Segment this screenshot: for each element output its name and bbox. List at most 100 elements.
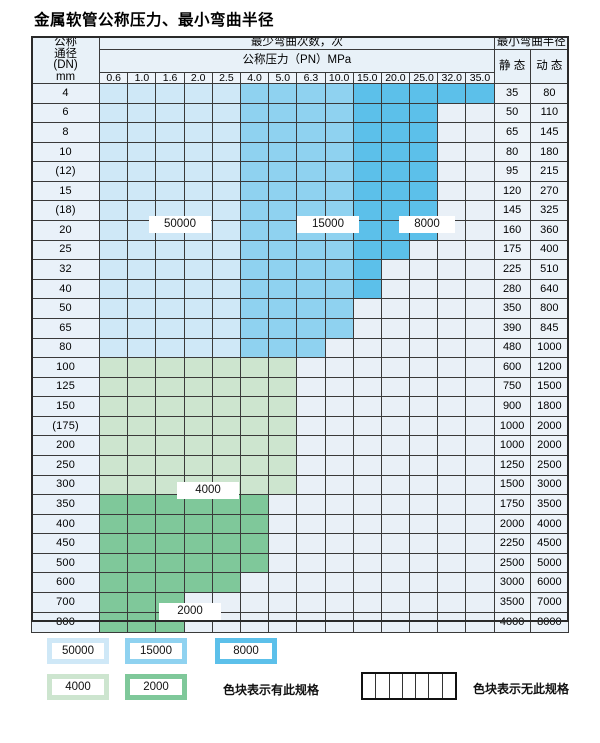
spec-cell-empty bbox=[324, 396, 354, 417]
spec-cell-empty bbox=[324, 454, 354, 476]
spec-cell-filled bbox=[127, 239, 157, 261]
spec-cell-filled bbox=[211, 278, 241, 300]
spec-cell-filled bbox=[155, 572, 185, 594]
table-row: 10 80 180 bbox=[30, 141, 570, 163]
spec-cell-empty bbox=[409, 376, 439, 398]
spec-cell-empty bbox=[324, 415, 354, 437]
radius-dynamic-cell: 1000 bbox=[529, 337, 570, 359]
radius-static-cell: 2500 bbox=[493, 552, 531, 574]
spec-cell-filled bbox=[268, 317, 298, 339]
spec-cell-empty bbox=[296, 415, 326, 437]
pressure-col-header: 15.0 bbox=[352, 71, 382, 84]
dn-label-cell: 50 bbox=[30, 298, 101, 319]
spec-cell-empty bbox=[324, 337, 354, 359]
spec-cell-empty bbox=[409, 396, 439, 417]
spec-cell-empty bbox=[465, 200, 495, 222]
legend-swatch-label: 50000 bbox=[52, 643, 104, 659]
spec-cell-empty bbox=[380, 415, 411, 437]
spec-cell-filled bbox=[127, 102, 157, 124]
spec-cell-filled bbox=[352, 220, 382, 241]
spec-cell-filled bbox=[127, 83, 157, 104]
spec-cell-filled bbox=[211, 83, 241, 104]
spec-cell-empty bbox=[296, 513, 326, 535]
spec-cell-filled bbox=[127, 298, 157, 319]
spec-cell-empty bbox=[268, 592, 298, 613]
radius-dynamic-cell: 4000 bbox=[529, 513, 570, 535]
spec-cell-filled bbox=[268, 357, 298, 378]
table-row: 250 1250 2500 bbox=[30, 454, 570, 476]
spec-cell-filled bbox=[99, 83, 129, 104]
spec-cell-filled bbox=[211, 239, 241, 261]
dn-label-cell: 100 bbox=[30, 357, 101, 378]
radius-dynamic-cell: 1200 bbox=[529, 357, 570, 378]
radius-dynamic-cell: 400 bbox=[529, 239, 570, 261]
spec-table: 公称 通径 (DN) mm 最少弯曲次数，次 最小弯曲半径 公称压力（PN）MP… bbox=[30, 36, 570, 633]
spec-cell-empty bbox=[352, 552, 382, 574]
spec-cell-empty bbox=[380, 337, 411, 359]
spec-cell-filled bbox=[239, 454, 270, 476]
spec-cell-empty bbox=[409, 454, 439, 476]
table-row: 450 2250 4500 bbox=[30, 533, 570, 554]
table-row: 150 900 1800 bbox=[30, 396, 570, 417]
spec-cell-filled bbox=[211, 513, 241, 535]
spec-cell-empty bbox=[465, 102, 495, 124]
radius-static-cell: 160 bbox=[493, 220, 531, 241]
radius-static-cell: 225 bbox=[493, 259, 531, 280]
table-row: 65 390 845 bbox=[30, 317, 570, 339]
spec-cell-filled bbox=[155, 337, 185, 359]
spec-cell-empty bbox=[268, 533, 298, 554]
spec-cell-empty bbox=[296, 376, 326, 398]
spec-cell-empty bbox=[324, 357, 354, 378]
spec-cell-filled bbox=[183, 102, 213, 124]
spec-cell-filled bbox=[99, 474, 129, 496]
spec-cell-filled bbox=[239, 337, 270, 359]
spec-cell-empty bbox=[465, 259, 495, 280]
radius-dynamic-cell: 145 bbox=[529, 122, 570, 143]
radius-dynamic-cell: 1800 bbox=[529, 396, 570, 417]
spec-cell-empty bbox=[465, 533, 495, 554]
table-row: 125 750 1500 bbox=[30, 376, 570, 398]
spec-cell-filled bbox=[409, 83, 439, 104]
radius-static-cell: 390 bbox=[493, 317, 531, 339]
spec-cell-filled bbox=[352, 278, 382, 300]
spec-cell-filled bbox=[352, 259, 382, 280]
legend-swatch-4000: 4000 bbox=[47, 674, 109, 700]
spec-cell-empty bbox=[352, 474, 382, 496]
dn-label-cell: 8 bbox=[30, 122, 101, 143]
table-row: 400 2000 4000 bbox=[30, 513, 570, 535]
spec-cell-empty bbox=[437, 396, 467, 417]
spec-cell-filled bbox=[183, 298, 213, 319]
spec-cell-filled bbox=[296, 141, 326, 163]
spec-cell-filled bbox=[296, 239, 326, 261]
spec-cell-filled bbox=[352, 239, 382, 261]
dn-label-cell: 250 bbox=[30, 454, 101, 476]
spec-cell-filled bbox=[296, 200, 326, 222]
legend-swatch-label: 4000 bbox=[52, 679, 104, 695]
spec-cell-filled bbox=[239, 220, 270, 241]
spec-cell-filled bbox=[380, 161, 411, 182]
spec-cell-empty bbox=[409, 298, 439, 319]
spec-cell-empty bbox=[409, 513, 439, 535]
spec-cell-empty bbox=[380, 474, 411, 496]
table-row: 600 3000 6000 bbox=[30, 572, 570, 594]
spec-cell-empty bbox=[380, 513, 411, 535]
spec-cell-filled bbox=[127, 611, 157, 633]
spec-cell-empty bbox=[268, 552, 298, 574]
spec-cell-filled bbox=[99, 611, 129, 633]
spec-cell-empty bbox=[437, 415, 467, 437]
spec-cell-empty bbox=[324, 572, 354, 594]
spec-cell-empty bbox=[437, 513, 467, 535]
spec-cell-filled bbox=[211, 357, 241, 378]
spec-cell-empty bbox=[352, 592, 382, 613]
radius-static-cell: 1000 bbox=[493, 415, 531, 437]
spec-cell-filled bbox=[183, 141, 213, 163]
radius-static-cell: 1750 bbox=[493, 494, 531, 515]
spec-cell-filled bbox=[183, 259, 213, 280]
dn-label-cell: 32 bbox=[30, 259, 101, 280]
dn-label-cell: 40 bbox=[30, 278, 101, 300]
radius-static-cell: 120 bbox=[493, 180, 531, 202]
spec-cell-empty bbox=[296, 454, 326, 476]
spec-cell-filled bbox=[155, 317, 185, 339]
legend-swatch-8000: 8000 bbox=[215, 638, 277, 664]
spec-cell-filled bbox=[324, 298, 354, 319]
